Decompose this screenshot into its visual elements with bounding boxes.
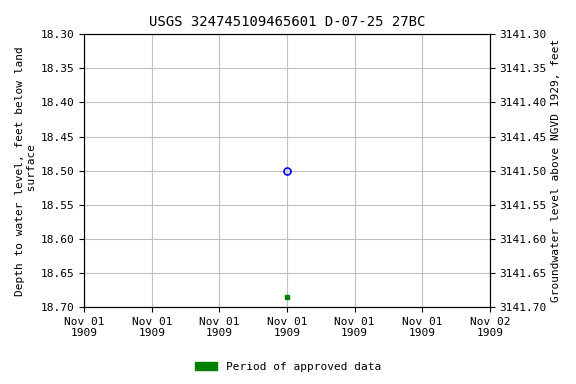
- Title: USGS 324745109465601 D-07-25 27BC: USGS 324745109465601 D-07-25 27BC: [149, 15, 425, 29]
- Y-axis label: Groundwater level above NGVD 1929, feet: Groundwater level above NGVD 1929, feet: [551, 39, 561, 302]
- Legend: Period of approved data: Period of approved data: [191, 358, 385, 377]
- Y-axis label: Depth to water level, feet below land
 surface: Depth to water level, feet below land su…: [15, 46, 37, 296]
